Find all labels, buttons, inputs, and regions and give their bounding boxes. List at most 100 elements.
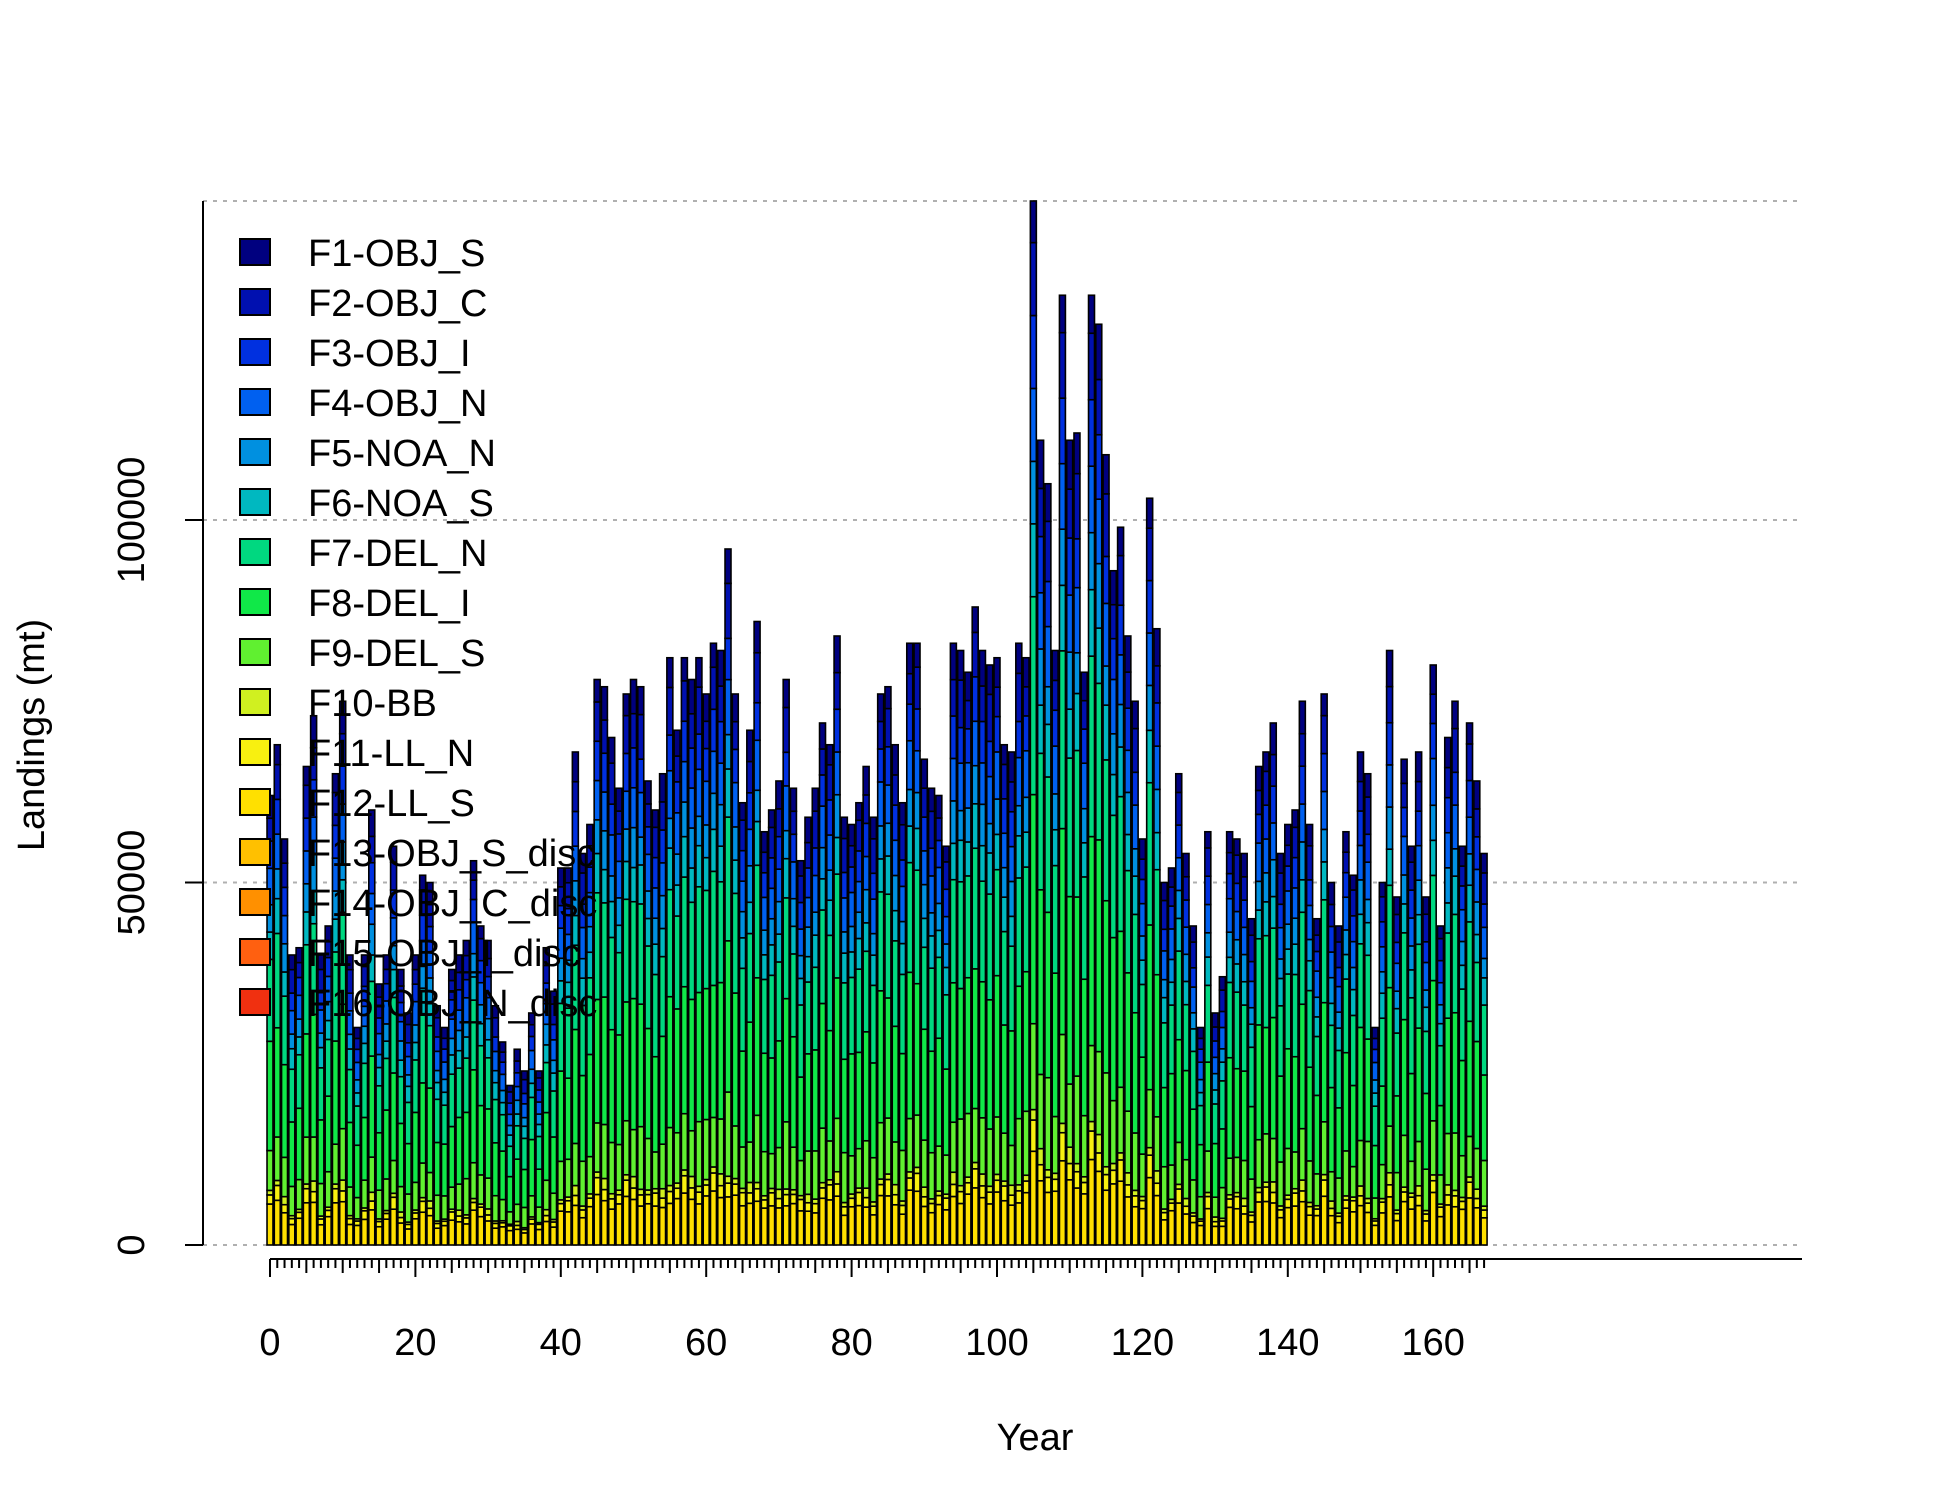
bar-segment <box>818 774 827 807</box>
bar-segment <box>338 700 347 735</box>
bar-segment <box>535 1206 543 1224</box>
bar-segment <box>971 764 979 805</box>
bar-segment <box>760 851 769 874</box>
bar-segment <box>1073 586 1081 654</box>
bar-segment <box>1182 953 1190 983</box>
bar-segment <box>1080 807 1089 844</box>
bar-segment <box>1443 1204 1452 1246</box>
bar-segment <box>280 914 289 945</box>
bar-segment <box>1451 804 1459 850</box>
bar-segment <box>404 1041 412 1058</box>
bar-segment <box>1153 1116 1161 1172</box>
bar-segment <box>1116 1180 1125 1246</box>
bar-segment <box>1029 523 1038 598</box>
bar-segment <box>1407 845 1416 863</box>
bar-segment <box>855 819 863 852</box>
bar-segment <box>375 1066 383 1087</box>
bar-segment <box>418 1162 427 1199</box>
bar-segment <box>1007 810 1016 848</box>
bar-segment <box>549 1072 558 1092</box>
bar-segment <box>1174 856 1183 892</box>
bar-segment <box>869 932 878 956</box>
bar-stack <box>389 845 398 1246</box>
bar-stack <box>1327 881 1336 1246</box>
bar-segment <box>796 1198 805 1212</box>
bar-segment <box>1436 1044 1445 1107</box>
bar-segment <box>716 649 725 687</box>
bar-segment <box>1094 378 1103 436</box>
bar-segment <box>1174 889 1183 920</box>
bar-segment <box>1436 1174 1445 1205</box>
bar-segment <box>695 1120 703 1188</box>
bar-segment <box>1153 788 1161 834</box>
bar-segment <box>1138 935 1147 961</box>
bar-segment <box>651 1205 660 1246</box>
bar-segment <box>1349 1014 1358 1087</box>
legend-label: F12-LL_S <box>308 783 475 825</box>
bar-segment <box>1174 950 1183 1041</box>
bar-segment <box>746 932 754 1023</box>
bar-stack <box>426 881 434 1246</box>
bar-segment <box>353 1048 362 1064</box>
bar-segment <box>1131 1132 1139 1192</box>
bar-segment <box>477 1206 485 1218</box>
bar-segment <box>288 992 296 1012</box>
bar-segment <box>578 1160 587 1207</box>
bar-segment <box>1073 749 1081 898</box>
bar-segment <box>1349 1199 1358 1213</box>
bar-segment <box>1342 1207 1350 1246</box>
bar-segment <box>1051 649 1059 682</box>
bar-segment <box>484 1220 492 1246</box>
bar-segment <box>1160 996 1168 1024</box>
bar-segment <box>673 1008 681 1134</box>
bar-segment <box>716 720 725 764</box>
bar-segment <box>397 968 405 987</box>
bar-segment <box>520 1168 529 1209</box>
bar-segment <box>1116 930 1125 1089</box>
bar-segment <box>1443 902 1452 934</box>
bar-segment <box>949 842 958 881</box>
bar-segment <box>862 1187 870 1199</box>
bar-segment <box>1480 1159 1488 1207</box>
bar-segment <box>1400 1134 1408 1188</box>
bar-segment <box>1109 603 1118 640</box>
bar-segment <box>600 1188 609 1202</box>
bar-segment <box>658 772 667 803</box>
bar-segment <box>913 1172 921 1193</box>
legend-swatch <box>239 338 271 366</box>
bar-segment <box>1473 868 1481 903</box>
bar-segment <box>1422 1168 1430 1212</box>
bar-segment <box>615 860 623 899</box>
bar-stack <box>360 954 369 1246</box>
bar-stack <box>586 823 594 1246</box>
bar-segment <box>840 816 849 840</box>
bar-segment <box>433 1036 441 1053</box>
bar-segment <box>1167 867 1176 888</box>
bar-stack <box>1131 700 1139 1246</box>
bar-stack <box>1218 975 1227 1246</box>
bar-segment <box>484 939 492 960</box>
bar-segment <box>716 1184 725 1199</box>
bar-segment <box>1225 830 1234 854</box>
bar-segment <box>978 685 987 723</box>
bar-segment <box>942 943 950 969</box>
bar-stack <box>1422 896 1430 1246</box>
bar-segment <box>1262 1026 1270 1135</box>
bar-segment <box>1429 804 1437 842</box>
bar-segment <box>426 1171 434 1202</box>
bar-segment <box>317 1032 325 1049</box>
bar-segment <box>731 1194 740 1246</box>
bar-segment <box>1480 1209 1488 1219</box>
bar-segment <box>1218 1026 1227 1050</box>
bar-segment <box>811 1150 820 1200</box>
bar-segment <box>935 1203 943 1246</box>
bar-segment <box>1196 1078 1205 1094</box>
bar-segment <box>1436 1215 1445 1246</box>
bar-segment <box>1015 1190 1023 1204</box>
bar-segment <box>1124 707 1132 752</box>
bar-segment <box>593 1176 601 1196</box>
bar-segment <box>1051 709 1059 747</box>
bar-segment <box>1465 743 1474 782</box>
bar-segment <box>520 1125 529 1140</box>
bar-segment <box>862 1031 870 1142</box>
